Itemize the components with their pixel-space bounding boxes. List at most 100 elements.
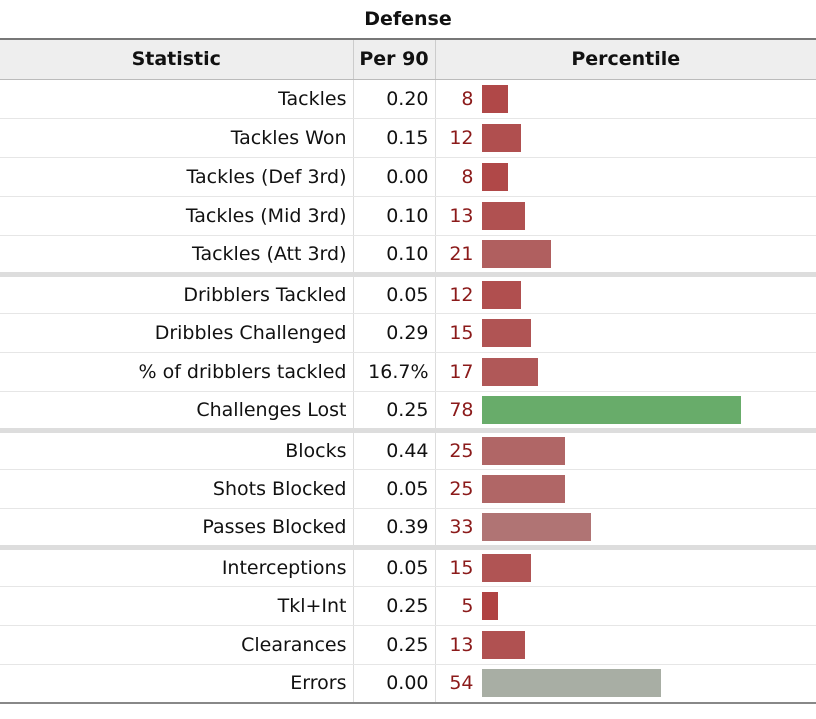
per90-value: 16.7% [352,352,435,392]
table-caption: Defense [0,0,816,38]
percentile-bar-track [481,591,815,620]
percentile-bar [481,630,525,659]
table-row: Dribblers Tackled 0.05 12 [0,271,816,314]
stat-label: Errors [0,664,353,704]
table-row: Dribbles Challenged 0.29 15 [0,313,816,353]
stat-label: Tkl+Int [0,586,353,626]
percentile-value: 78 [449,398,474,421]
per90-value: 0.44 [352,427,435,470]
percentile-bar-track [481,436,815,465]
per90-value: 0.25 [352,586,435,626]
percentile-value: 21 [449,242,474,265]
percentile-cell: 25 [434,469,816,509]
percentile-cell: 15 [434,544,816,587]
percentile-value: 8 [461,87,474,110]
stat-label: Challenges Lost [0,391,353,431]
percentile-bar-track [481,474,815,503]
percentile-bar [481,280,522,309]
percentile-bar [481,84,509,113]
percentile-value: 5 [461,594,474,617]
percentile-value: 25 [449,439,474,462]
percentile-cell: 8 [434,79,816,119]
per90-value: 0.10 [352,235,435,275]
percentile-bar-track [481,201,815,230]
percentile-value: 15 [449,556,474,579]
per90-value: 0.29 [352,313,435,353]
table-body: Tackles 0.20 8 Tackles Won 0.15 12 Tackles (De… [0,79,816,704]
table-row: % of dribblers tackled 16.7% 17 [0,352,816,392]
table-row: Tackles 0.20 8 [0,79,816,119]
table-row: Tackles (Def 3rd) 0.00 8 [0,157,816,197]
per90-value: 0.25 [352,391,435,431]
per90-value: 0.00 [352,157,435,197]
percentile-cell: 15 [434,313,816,353]
percentile-bar-track [481,395,815,424]
percentile-cell: 54 [434,664,816,704]
per90-value: 0.20 [352,79,435,119]
percentile-bar [481,201,525,230]
stat-label: Passes Blocked [0,508,353,548]
stat-label: Dribbles Challenged [0,313,353,353]
percentile-bar-track [481,357,815,386]
percentile-cell: 13 [434,625,816,665]
stat-label: Tackles [0,79,353,119]
per90-value: 0.00 [352,664,435,704]
table-row: Blocks 0.44 25 [0,427,816,470]
percentile-bar [481,162,509,191]
per90-value: 0.05 [352,469,435,509]
table-row: Shots Blocked 0.05 25 [0,469,816,509]
per90-value: 0.05 [352,544,435,587]
percentile-bar [481,357,538,386]
header-row: Statistic Per 90 Percentile [0,38,816,80]
percentile-bar-track [481,162,815,191]
stat-label: Interceptions [0,544,353,587]
per90-value: 0.15 [352,118,435,158]
percentile-cell: 12 [434,118,816,158]
stat-label: Tackles Won [0,118,353,158]
per90-value: 0.05 [352,271,435,314]
percentile-value: 13 [449,633,474,656]
stat-label: Blocks [0,427,353,470]
stat-label: Dribblers Tackled [0,271,353,314]
percentile-bar-track [481,318,815,347]
percentile-cell: 8 [434,157,816,197]
percentile-bar [481,474,565,503]
percentile-value: 54 [449,672,474,695]
percentile-cell: 25 [434,427,816,470]
percentile-cell: 21 [434,235,816,275]
percentile-value: 12 [449,283,474,306]
per90-value: 0.25 [352,625,435,665]
stat-label: Tackles (Att 3rd) [0,235,353,275]
table-row: Tkl+Int 0.25 5 [0,586,816,626]
stat-label: Shots Blocked [0,469,353,509]
percentile-value: 17 [449,360,474,383]
percentile-cell: 5 [434,586,816,626]
table-row: Tackles (Mid 3rd) 0.10 13 [0,196,816,236]
percentile-bar [481,123,522,152]
percentile-value: 8 [461,165,474,188]
table-row: Interceptions 0.05 15 [0,544,816,587]
percentile-cell: 17 [434,352,816,392]
header-percentile[interactable]: Percentile [434,38,816,80]
stat-label: Clearances [0,625,353,665]
percentile-value: 25 [449,477,474,500]
percentile-bar [481,512,592,541]
percentile-bar [481,591,499,620]
header-per90[interactable]: Per 90 [352,38,435,80]
per90-value: 0.39 [352,508,435,548]
percentile-bar-track [481,512,815,541]
defense-table: Statistic Per 90 Percentile Tackles 0.20 8… [0,38,816,704]
percentile-bar [481,239,552,268]
percentile-value: 13 [449,204,474,227]
percentile-bar [481,318,532,347]
percentile-bar-track [481,280,815,309]
table-row: Clearances 0.25 13 [0,625,816,665]
header-statistic[interactable]: Statistic [0,38,353,80]
table-row: Errors 0.00 54 [0,664,816,704]
percentile-bar [481,553,532,582]
percentile-bar-track [481,669,815,698]
table-row: Challenges Lost 0.25 78 [0,391,816,431]
percentile-bar-track [481,630,815,659]
stat-label: Tackles (Mid 3rd) [0,196,353,236]
percentile-value: 33 [449,515,474,538]
